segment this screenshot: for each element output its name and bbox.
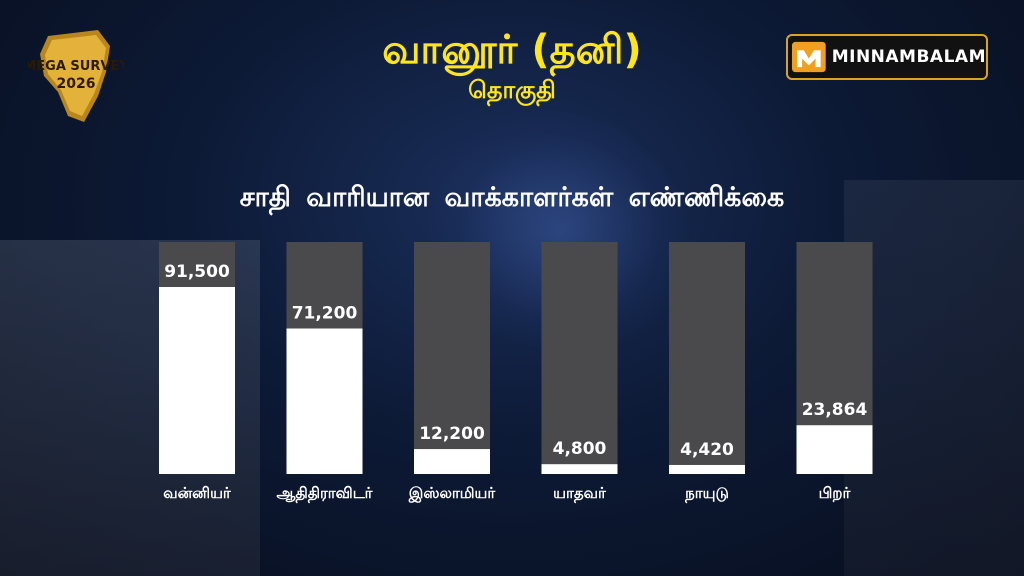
bar-track <box>541 242 618 474</box>
bar-value-label: 4,800 <box>553 439 607 459</box>
page-title: வானூர் (தனி) <box>382 27 642 73</box>
bar-value-label: 71,200 <box>292 304 358 324</box>
category-label: வன்னியர் <box>163 484 232 502</box>
category-label: யாதவர் <box>553 484 607 503</box>
brand-m-icon <box>792 41 826 73</box>
bar-value-label: 4,420 <box>680 440 734 460</box>
category-label: பிறர் <box>819 484 852 502</box>
bar <box>796 425 873 474</box>
bar-track <box>414 242 490 474</box>
page-subtitle: தொகுதி <box>468 76 556 104</box>
bar-value-label: 91,500 <box>164 262 230 282</box>
bar <box>159 287 235 474</box>
chart-title: சாதி வாரியான வாக்காளர்கள் எண்ணிக்கை <box>239 182 785 213</box>
bar-value-label: 23,864 <box>802 400 868 420</box>
brand-name: MINNAMBALAM <box>831 47 986 67</box>
bar-track <box>669 242 745 474</box>
mega-survey-logo: MEGA SURVEY 2026 <box>28 30 124 122</box>
svg-text:MEGA SURVEY: MEGA SURVEY <box>28 59 124 74</box>
category-label: இஸ்லாமியர் <box>408 484 497 503</box>
bar <box>414 449 490 474</box>
brand-badge: MINNAMBALAM <box>786 34 988 80</box>
category-label: ஆதிதிராவிடர் <box>277 484 374 503</box>
background-hand <box>844 180 1024 576</box>
bar-value-label: 12,200 <box>419 424 485 444</box>
svg-text:2026: 2026 <box>57 76 96 92</box>
bar <box>541 464 618 474</box>
bar <box>669 464 745 474</box>
bar <box>286 328 363 474</box>
category-label: நாயுடு <box>684 484 729 503</box>
